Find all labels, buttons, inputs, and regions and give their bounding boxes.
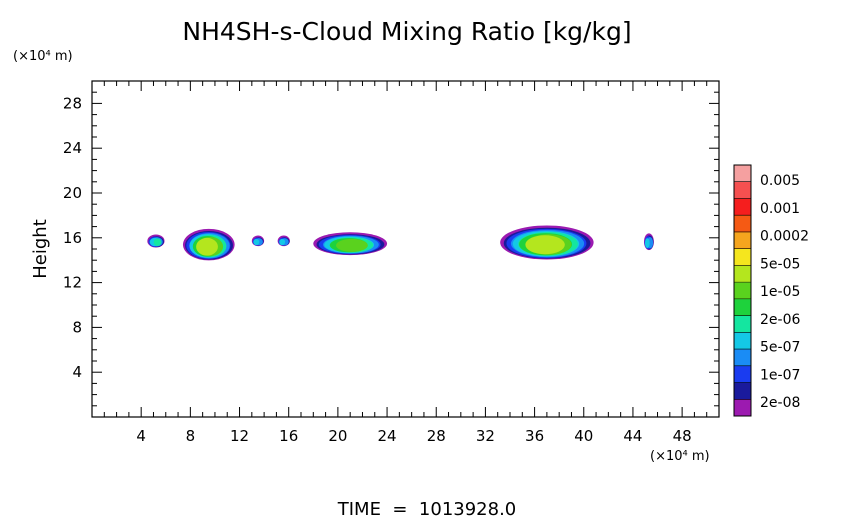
x-tick-label: 32 (476, 427, 495, 445)
y-tick-labels: 4 8 12 16 20 24 28 (63, 94, 82, 381)
x-tick-label: 24 (378, 427, 397, 445)
colorbar-label: 0.005 (760, 173, 800, 189)
x-unit-label: (×10⁴ m) (650, 449, 710, 464)
colorbar-swatch (734, 165, 751, 183)
x-tick-label: 4 (136, 427, 146, 445)
x-tick-label: 48 (673, 427, 692, 445)
cloud-blob (147, 234, 165, 248)
cloud-contour (253, 238, 260, 246)
y-axis-label: Height (30, 219, 51, 279)
y-tick-label: 24 (63, 139, 82, 157)
colorbar-label: 0.001 (760, 201, 800, 217)
cloud-contour (153, 238, 162, 247)
colorbar-swatch (734, 298, 751, 316)
cloud-contour (644, 238, 650, 249)
colorbar-swatch (734, 365, 751, 383)
colorbar-label: 0.0002 (760, 229, 809, 245)
cloud-blob (644, 233, 654, 251)
x-tick-label: 44 (623, 427, 642, 445)
cloud-contour (196, 237, 218, 256)
x-tick-label: 12 (230, 427, 249, 445)
cloud-field (147, 225, 654, 261)
colorbar (733, 164, 752, 417)
colorbar-swatch (734, 215, 751, 233)
colorbar-swatch (734, 231, 751, 249)
colorbar-swatch (734, 332, 751, 350)
colorbar-swatch (734, 399, 751, 417)
y-tick-label: 28 (63, 94, 82, 112)
axis-ticks (92, 81, 719, 417)
x-tick-labels: 4 8 12 16 20 24 28 32 36 40 44 48 (136, 427, 691, 445)
x-tick-label: 8 (186, 427, 196, 445)
x-tick-label: 40 (574, 427, 593, 445)
x-tick-label: 36 (525, 427, 544, 445)
colorbar-swatch (734, 315, 751, 333)
colorbar-swatch (734, 248, 751, 266)
colorbar-label: 2e-08 (760, 395, 800, 411)
y-tick-label: 4 (72, 363, 82, 381)
colorbar-label: 5e-07 (760, 340, 800, 356)
x-tick-label: 28 (427, 427, 446, 445)
colorbar-label: 2e-06 (760, 312, 800, 328)
cloud-blob (500, 225, 594, 260)
y-tick-label: 20 (63, 184, 82, 202)
chart-title: NH4SH-s-Cloud Mixing Ratio [kg/kg] (182, 17, 631, 46)
cloud-blob (313, 232, 388, 256)
colorbar-swatch (734, 181, 751, 199)
colorbar-swatch (734, 198, 751, 216)
cloud-blob (182, 228, 235, 261)
cloud-contour (525, 235, 565, 255)
y-tick-label: 16 (63, 229, 82, 247)
x-tick-label: 16 (279, 427, 298, 445)
y-tick-label: 8 (72, 318, 82, 336)
colorbar-labels: 0.005 0.001 0.0002 5e-05 1e-05 2e-06 5e-07 1e-0… (760, 173, 809, 411)
colorbar-swatch (734, 349, 751, 367)
colorbar-swatch (734, 282, 751, 300)
cloud-contour (336, 238, 368, 252)
y-tick-label: 12 (63, 274, 82, 292)
colorbar-label: 1e-05 (760, 284, 800, 300)
y-unit-label: (×10⁴ m) (13, 49, 73, 64)
colorbar-label: 1e-07 (760, 367, 800, 383)
cloud-blob (277, 235, 290, 247)
colorbar-swatch (734, 265, 751, 283)
colorbar-label: 5e-05 (760, 256, 800, 272)
time-footer: TIME = 1013928.0 (337, 499, 517, 519)
x-tick-label: 20 (328, 427, 347, 445)
cloud-contour (279, 238, 286, 246)
colorbar-frame (733, 164, 752, 417)
colorbar-swatch (734, 382, 751, 400)
cloud-blob (251, 235, 265, 247)
